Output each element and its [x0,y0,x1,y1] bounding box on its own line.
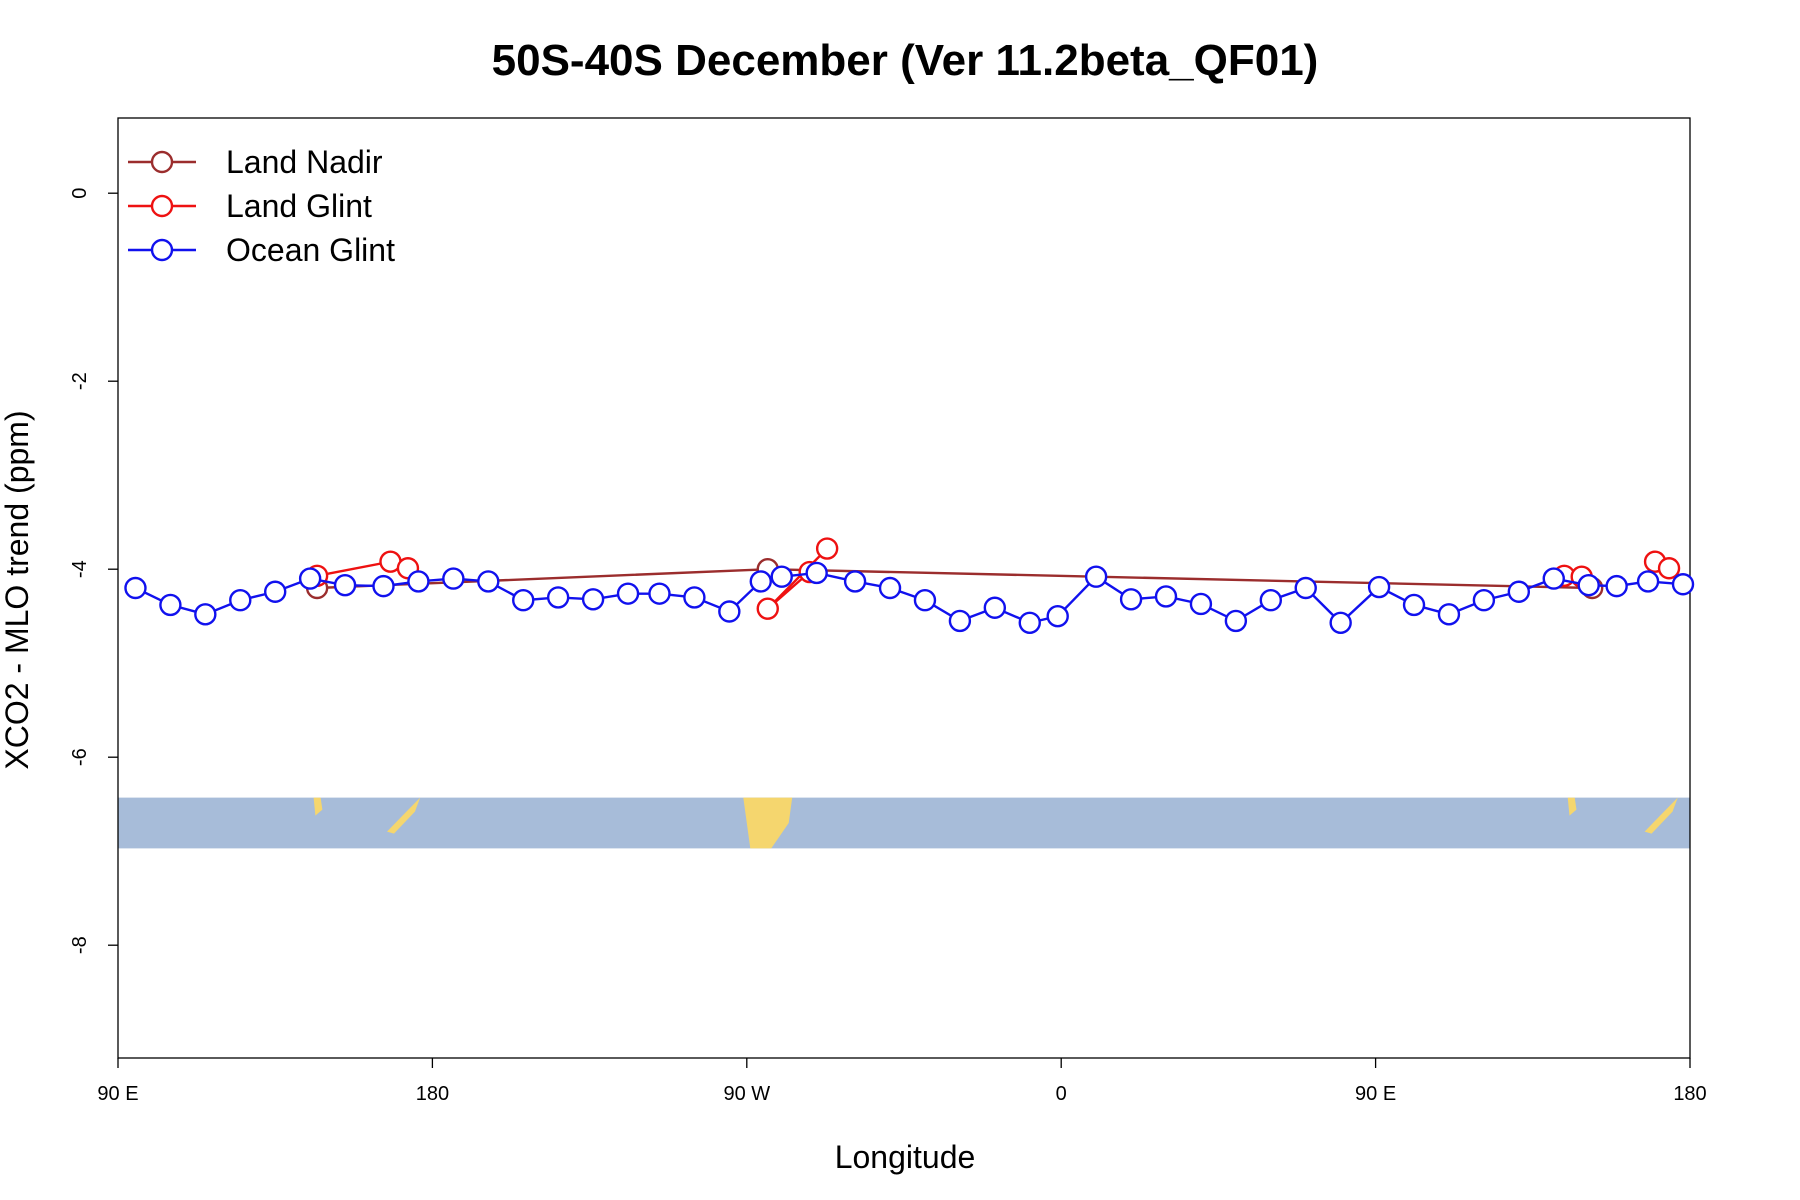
ocean-glint-point [442,567,465,590]
ocean-glint-point [298,567,322,590]
ocean-glint-point [1636,570,1660,593]
ocean-glint-point [1402,593,1426,617]
x-axis-label: Longitude [835,1139,976,1175]
ocean-glint-point [1542,567,1565,590]
ocean-glint-point [194,603,217,626]
land-glint-point [756,597,779,620]
ocean-glint-point [878,576,902,600]
x-tick-label: 180 [416,1083,449,1105]
ocean-glint-point [1119,588,1143,611]
ocean-glint-point [581,588,605,611]
tasmania-landmass [313,797,323,816]
x-tick-label: 0 [1056,1083,1067,1105]
ocean-glint-point [264,580,287,603]
ocean-glint-point [1329,611,1352,634]
ocean-band [118,797,1690,849]
x-tick-label: 90 W [723,1083,770,1105]
ocean-glint-point [913,589,937,612]
ocean-glint-point [1605,574,1628,598]
ocean-glint-point [648,582,671,605]
ocean-glint-point [546,586,570,609]
y-tick-label: -2 [69,372,91,390]
ocean-glint-point [616,582,640,605]
ocean-glint-series [124,561,1695,634]
legend-marker [150,238,174,262]
legend-marker [150,150,174,174]
new-zealand-landmass [386,797,421,834]
ocean-glint-point [1472,589,1496,612]
x-tick-label: 180 [1673,1083,1706,1105]
y-tick-label: -8 [69,936,91,954]
ocean-glint-point [948,609,972,633]
y-axis-label: XCO2 - MLO trend (ppm) [0,410,35,769]
ocean-glint-point [749,570,772,593]
ocean-glint-point [333,573,357,597]
ocean-glint-point [477,570,500,593]
new-zealand-landmass [1644,797,1678,834]
ocean-glint-point [159,593,182,617]
ocean-glint-point [843,570,867,593]
ocean-glint-point [1259,589,1283,612]
land-glint-segment [316,560,391,577]
legend-label: Ocean Glint [226,232,395,268]
ocean-glint-point [512,589,535,612]
data-series [124,537,1695,634]
ocean-glint-point [407,570,430,593]
ocean-glint-point [1577,573,1600,597]
legend-label: Land Nadir [226,144,383,180]
y-tick-label: 0 [69,188,91,199]
ocean-glint-point [1437,603,1461,626]
land-nadir-line [317,567,1593,590]
ocean-glint-point [1189,592,1213,616]
ocean-glint-point [770,565,793,588]
ocean-glint-point [718,600,741,623]
y-tick-label: -6 [69,748,91,766]
south-america-landmass [743,797,793,849]
ocean-glint-point [1224,609,1248,633]
ocean-glint-point [683,586,706,609]
ocean-glint-line [134,571,1684,625]
land-glint-point [1657,557,1681,580]
ocean-glint-point [805,561,828,585]
x-tick-label: 90 E [97,1083,138,1105]
land-glint-point [815,537,839,560]
ocean-glint-point [1084,565,1108,588]
x-tick-label: 90 E [1355,1083,1396,1105]
ocean-glint-point [1671,573,1695,596]
tasmania-landmass [1567,797,1577,816]
ocean-glint-point [983,596,1007,619]
ocean-glint-point [124,576,147,600]
y-tick-label: -4 [69,560,91,578]
land-ocean-map-strip [118,797,1690,849]
land-glint-segment [766,547,829,610]
legend-label: Land Glint [226,188,372,224]
axes: 90 E 180 90 W 0 90 E 180 0 -2 -4 -6 -8 [69,117,1707,1105]
ocean-glint-point [229,589,252,612]
legend: Land Nadir Land Glint Ocean Glint [128,144,395,268]
ocean-glint-point [1367,575,1391,599]
ocean-glint-point [1154,585,1178,608]
ocean-glint-point [1294,576,1317,600]
legend-marker [150,194,174,218]
ocean-glint-point [372,574,395,598]
land-nadir-series [305,558,1604,600]
ocean-glint-point [1018,611,1041,634]
ocean-glint-point [1046,605,1069,628]
ocean-glint-point [1507,580,1531,603]
chart-title: 50S-40S December (Ver 11.2beta_QF01) [492,36,1319,85]
